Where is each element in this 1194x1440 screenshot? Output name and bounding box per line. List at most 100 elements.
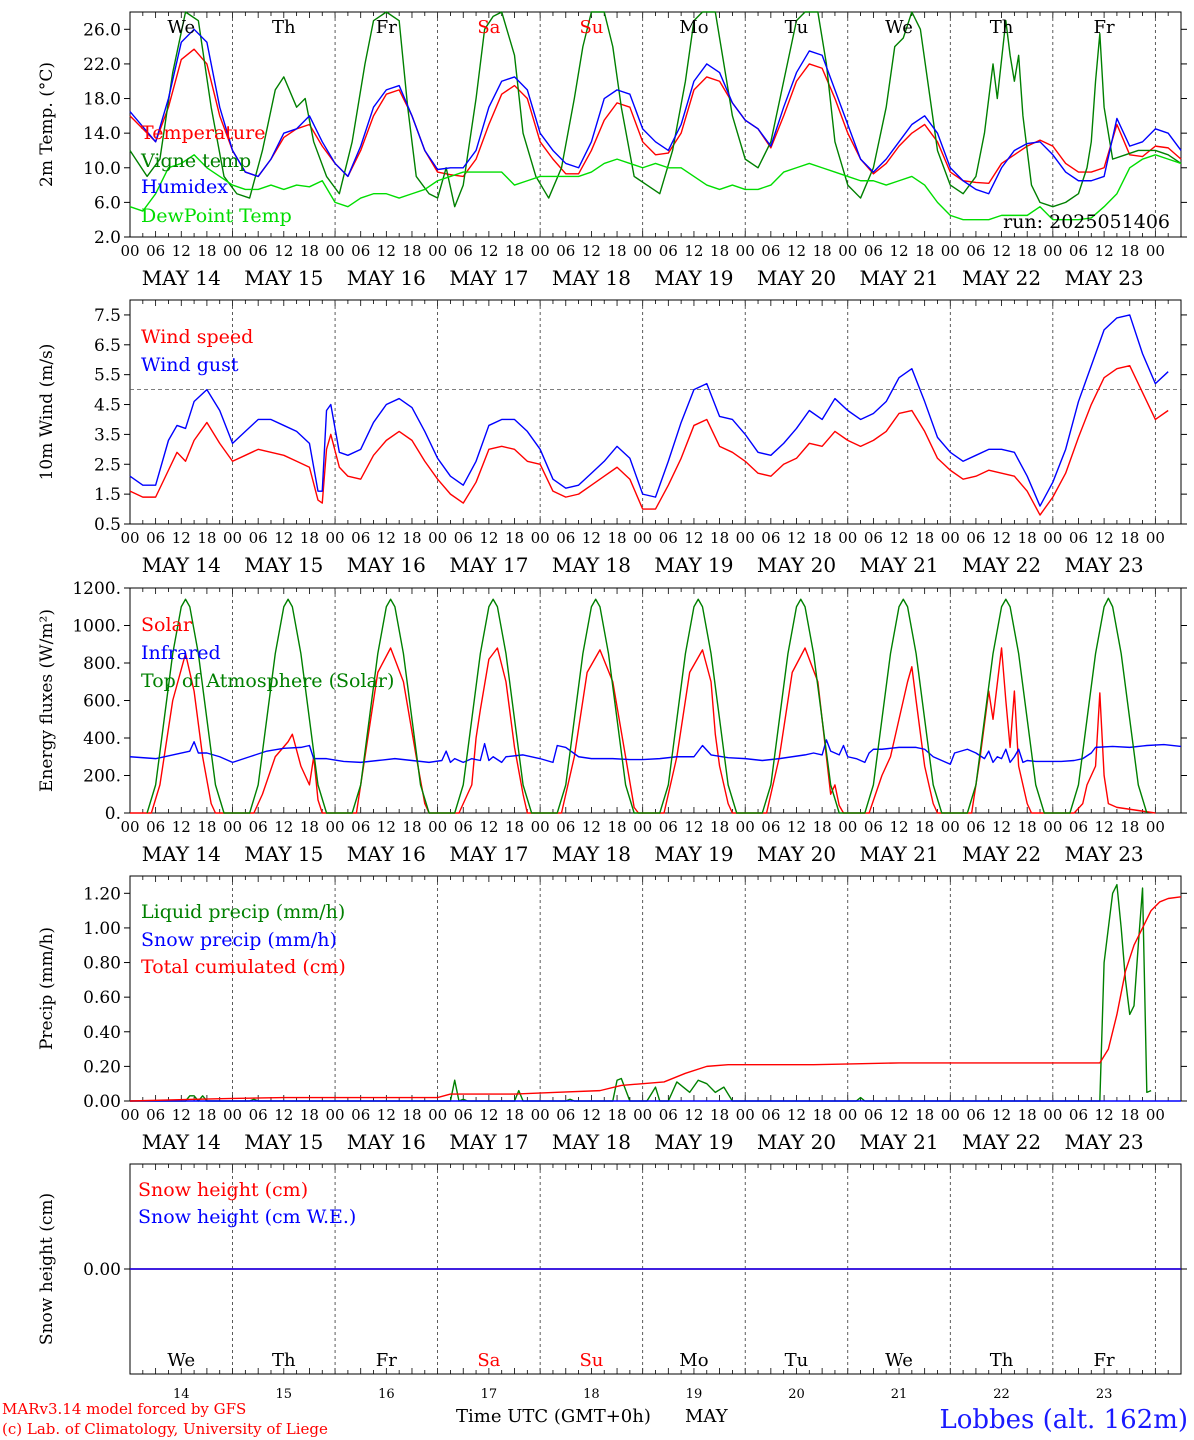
x-hour-label: 00: [531, 818, 550, 836]
x-minor-ticks: [129, 588, 1182, 813]
weekday-label: Th: [990, 1350, 1014, 1371]
x-hour-label: 12: [479, 529, 498, 547]
x-date-label: MAY 15: [244, 1130, 323, 1154]
plot-frame: [129, 299, 1182, 525]
x-hour-label: 00: [531, 529, 550, 547]
x-hour-label: 00: [1043, 529, 1062, 547]
x-hour-label: 12: [1095, 242, 1114, 260]
x-hour-label: 12: [787, 529, 806, 547]
weekday-label: Su: [579, 17, 603, 38]
x-date-label: MAY 18: [552, 553, 631, 577]
x-hour-label: 06: [249, 529, 268, 547]
panel-3: 0. 200. 400. 600. 800. 1000. 1200. Energy fluxe…: [37, 579, 1187, 866]
y-tick-label: 600.: [83, 692, 121, 712]
x-date-label: MAY 23: [1065, 553, 1144, 577]
legend-entry: Total cumulated (cm): [141, 956, 346, 978]
x-hour-label: 18: [1018, 242, 1037, 260]
x-hour-label: 00: [428, 1106, 447, 1124]
x-hour-label: 00: [223, 1106, 242, 1124]
y-tick-label: 26.0: [83, 20, 121, 40]
x-hour-label: 06: [249, 818, 268, 836]
x-hour-label: 18: [813, 818, 832, 836]
legend-entry: Vigne temp: [140, 150, 251, 172]
panel-1: 2.0 6.0 10.0 14.0 18.0 22.0 26.0 2m Temp. (°C) T…: [37, 11, 1187, 290]
weekday-label: Su: [579, 1350, 603, 1371]
x-day-number: 17: [481, 1387, 498, 1402]
x-date-label: MAY 16: [347, 553, 426, 577]
x-hour-label: 06: [454, 818, 473, 836]
x-hour-label: 06: [659, 1106, 678, 1124]
x-hour-label: 06: [556, 242, 575, 260]
x-day-number: 19: [686, 1387, 703, 1402]
legend-entry: Humidex: [141, 176, 228, 198]
x-hour-label: 18: [608, 529, 627, 547]
x-hour-label: 18: [608, 818, 627, 836]
x-hour-label: 12: [377, 529, 396, 547]
weekday-label: We: [167, 1350, 195, 1371]
x-hour-label: 12: [889, 1106, 908, 1124]
x-hour-label: 00: [1043, 1106, 1062, 1124]
x-date-label: MAY 21: [859, 842, 938, 866]
x-hour-label: 18: [915, 242, 934, 260]
x-hour-label: 18: [813, 242, 832, 260]
plot-frame: [129, 587, 1182, 814]
x-hour-label: 00: [1146, 1106, 1165, 1124]
legend-entry: Wind speed: [141, 326, 253, 348]
y-tick-label: 22.0: [83, 55, 121, 75]
x-date-label: MAY 17: [449, 553, 528, 577]
x-hour-label: 12: [274, 242, 293, 260]
y-tick-label: 2.5: [94, 455, 121, 475]
x-hour-label: 06: [556, 1106, 575, 1124]
x-hour-label: 18: [1120, 529, 1139, 547]
x-hour-label: 18: [608, 242, 627, 260]
x-hour-label: 00: [1043, 818, 1062, 836]
x-hour-label: 12: [787, 818, 806, 836]
x-hour-label: 06: [761, 529, 780, 547]
weekday-label: Fr: [1094, 17, 1115, 38]
x-hour-label: 18: [300, 529, 319, 547]
x-hour-label: 00: [736, 818, 755, 836]
x-hour-label: 12: [684, 818, 703, 836]
x-hour-label: 12: [582, 529, 601, 547]
x-date-label: MAY 16: [347, 842, 426, 866]
x-hour-label: 00: [326, 529, 345, 547]
x-hour-label: 12: [582, 242, 601, 260]
y-tick-label: 1.5: [94, 485, 121, 505]
x-hour-label: 12: [889, 242, 908, 260]
x-hour-label: 06: [1069, 1106, 1088, 1124]
x-date-label: MAY 14: [142, 842, 221, 866]
x-hour-label: 12: [1095, 529, 1114, 547]
x-date-label: MAY 18: [552, 842, 631, 866]
x-hour-label: 06: [659, 242, 678, 260]
x-hour-label: 06: [146, 818, 165, 836]
x-hour-label: 06: [659, 818, 678, 836]
x-hour-label: 00: [736, 242, 755, 260]
x-date-label: MAY 20: [757, 553, 836, 577]
x-hour-label: 06: [351, 818, 370, 836]
x-day-number: 14: [173, 1387, 190, 1402]
x-hour-label: 12: [992, 1106, 1011, 1124]
y-tick-label: 0.: [105, 804, 121, 824]
y-tick-label: 0.60: [83, 988, 121, 1008]
x-hour-label: 00: [736, 1106, 755, 1124]
y-tick-label: 0.40: [83, 1023, 121, 1043]
series-line: [129, 154, 1182, 221]
x-hour-label: 00: [838, 529, 857, 547]
legend-entry: Wind gust: [141, 354, 239, 376]
legend-entry: Top of Atmosphere (Solar): [141, 670, 394, 692]
x-hour-label: 06: [659, 529, 678, 547]
x-day-number: 23: [1096, 1387, 1113, 1402]
x-date-label: MAY 19: [654, 842, 733, 866]
x-date-label: MAY 23: [1065, 1130, 1144, 1154]
x-hour-label: 12: [274, 1106, 293, 1124]
x-hour-label: 18: [402, 529, 421, 547]
y-tick-label: 0.80: [83, 954, 121, 974]
x-hour-label: 06: [966, 242, 985, 260]
x-hour-label: 00: [428, 242, 447, 260]
x-hour-label: 00: [633, 1106, 652, 1124]
y-tick-label: 2.0: [94, 228, 121, 248]
x-hour-label: 18: [505, 818, 524, 836]
y-axis-label: 2m Temp. (°C): [37, 62, 57, 187]
x-hour-label: 12: [787, 242, 806, 260]
x-hour-label: 00: [428, 529, 447, 547]
